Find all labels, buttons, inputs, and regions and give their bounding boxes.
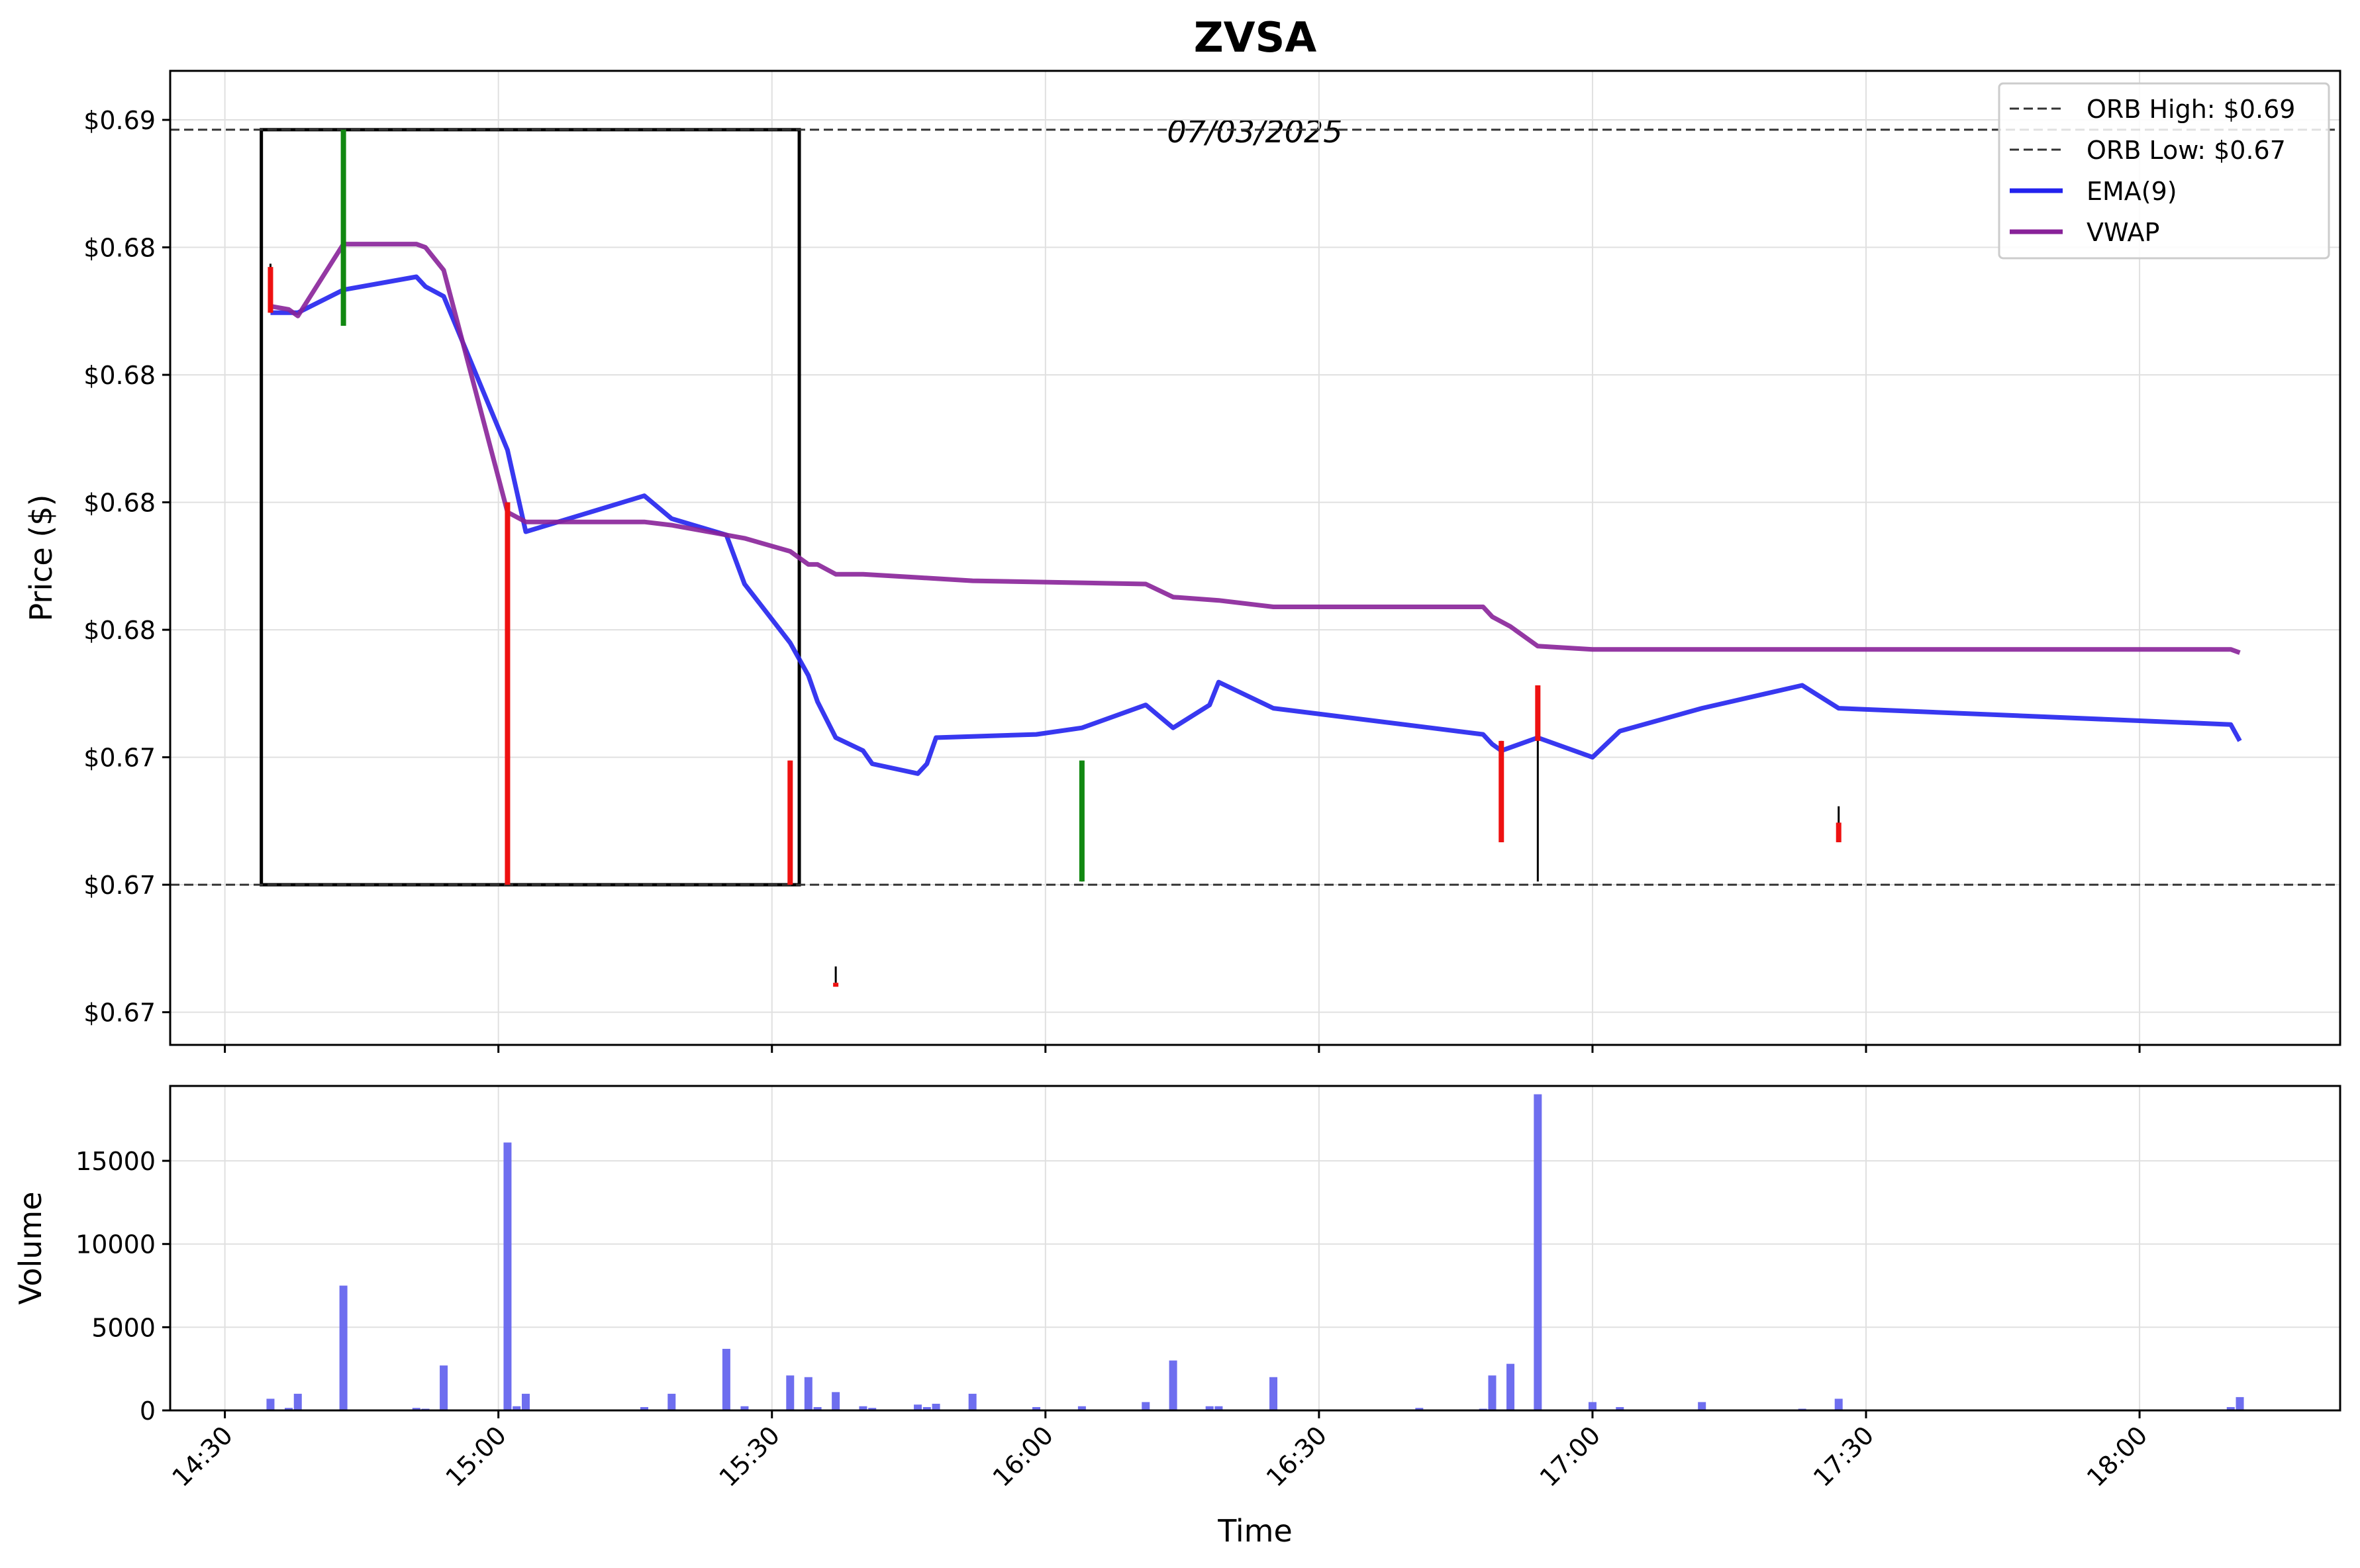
volume-bar	[667, 1393, 676, 1410]
volume-y-tick-label: 10000	[75, 1230, 156, 1259]
volume-bar	[914, 1404, 922, 1410]
volume-bar	[1415, 1408, 1424, 1410]
price-panel-frame	[169, 70, 2341, 1046]
volume-bar	[786, 1375, 795, 1410]
volume-bar	[859, 1406, 867, 1410]
volume-bar	[740, 1406, 749, 1410]
price-y-tick-label: $0.69	[83, 106, 156, 135]
volume-y-tick-label: 15000	[75, 1147, 156, 1176]
candle-body	[833, 983, 839, 987]
volume-y-tick-label: 0	[140, 1396, 156, 1426]
series-line-ema-9-	[270, 274, 2242, 776]
volume-bar	[1169, 1360, 1177, 1410]
price-y-tick-label: $0.68	[83, 489, 156, 518]
price-y-tick-label: $0.68	[83, 234, 156, 263]
volume-bar	[513, 1406, 521, 1410]
volume-bar	[339, 1285, 348, 1410]
orb-range-box	[260, 128, 801, 887]
candle-body	[787, 760, 793, 885]
volume-bar	[932, 1403, 940, 1410]
volume-bar	[1077, 1406, 1086, 1410]
x-tick-label: 14:30	[166, 1420, 238, 1493]
legend: ORB High: $0.69 ORB Low: $0.67 EMA(9) VWAP	[1998, 82, 2330, 260]
volume-bar	[1269, 1377, 1278, 1410]
volume-bar	[832, 1392, 840, 1410]
volume-bar	[1616, 1406, 1624, 1410]
volume-bar	[284, 1408, 293, 1410]
price-y-tick-label: $0.67	[83, 871, 156, 900]
x-tick-label: 18:00	[2081, 1420, 2153, 1493]
volume-bar	[1834, 1398, 1843, 1410]
candle-body	[1535, 685, 1541, 741]
volume-bar	[1142, 1402, 1150, 1410]
volume-bar	[640, 1406, 648, 1410]
volume-bar	[2226, 1406, 2235, 1410]
price-y-tick-label: $0.67	[83, 744, 156, 773]
candle-body	[1836, 822, 1842, 842]
candle-body	[1079, 760, 1085, 882]
volume-bar	[813, 1406, 822, 1410]
volume-bar	[412, 1408, 420, 1410]
volume-bar	[2236, 1396, 2244, 1410]
candle-body	[505, 502, 511, 885]
volume-bar	[1214, 1406, 1223, 1410]
volume-bar	[440, 1365, 448, 1410]
candle-body	[1499, 740, 1504, 842]
legend-entry-label: VWAP	[2087, 218, 2159, 247]
price-y-tick-label: $0.68	[83, 361, 156, 390]
volume-bar	[503, 1142, 512, 1410]
volume-bar	[804, 1377, 812, 1410]
x-tick-label: 16:00	[987, 1420, 1059, 1493]
legend-entry-label: EMA(9)	[2087, 177, 2177, 206]
candle-body	[268, 267, 273, 313]
price-y-tick-label: $0.67	[83, 999, 156, 1028]
price-axis-label: Price ($)	[23, 495, 59, 622]
volume-bar	[1588, 1402, 1597, 1410]
x-axis-label: Time	[1217, 1513, 1293, 1549]
x-tick-label: 16:30	[1261, 1420, 1333, 1493]
volume-bar	[1205, 1406, 1214, 1410]
x-tick-label: 15:30	[714, 1420, 786, 1493]
legend-entry-label: ORB High: $0.69	[2087, 95, 2295, 124]
volume-bar	[722, 1349, 730, 1410]
volume-bar	[521, 1393, 530, 1410]
volume-bar	[1534, 1094, 1542, 1410]
volume-bar	[1506, 1363, 1515, 1410]
volume-bar	[266, 1398, 275, 1410]
price-y-tick-label: $0.68	[83, 616, 156, 645]
volume-bar	[1698, 1402, 1706, 1410]
series-line-vwap	[270, 242, 2241, 655]
volume-axis-label: Volume	[13, 1191, 48, 1304]
legend-box	[1998, 82, 2330, 260]
volume-bar	[1488, 1375, 1497, 1410]
volume-y-tick-label: 5000	[91, 1313, 156, 1342]
volume-panel-frame	[169, 1085, 2341, 1412]
x-tick-label: 17:30	[1808, 1420, 1880, 1493]
x-tick-label: 17:00	[1534, 1420, 1606, 1493]
chart-title: ZVSA	[1194, 13, 1317, 62]
volume-bar	[922, 1406, 931, 1410]
volume-bar	[293, 1393, 302, 1410]
candle-body	[340, 129, 346, 326]
x-tick-label: 15:00	[440, 1420, 512, 1493]
legend-entry-label: ORB Low: $0.67	[2087, 136, 2286, 165]
volume-bar	[868, 1408, 877, 1410]
volume-bar	[968, 1393, 977, 1410]
volume-bar	[1032, 1406, 1041, 1410]
